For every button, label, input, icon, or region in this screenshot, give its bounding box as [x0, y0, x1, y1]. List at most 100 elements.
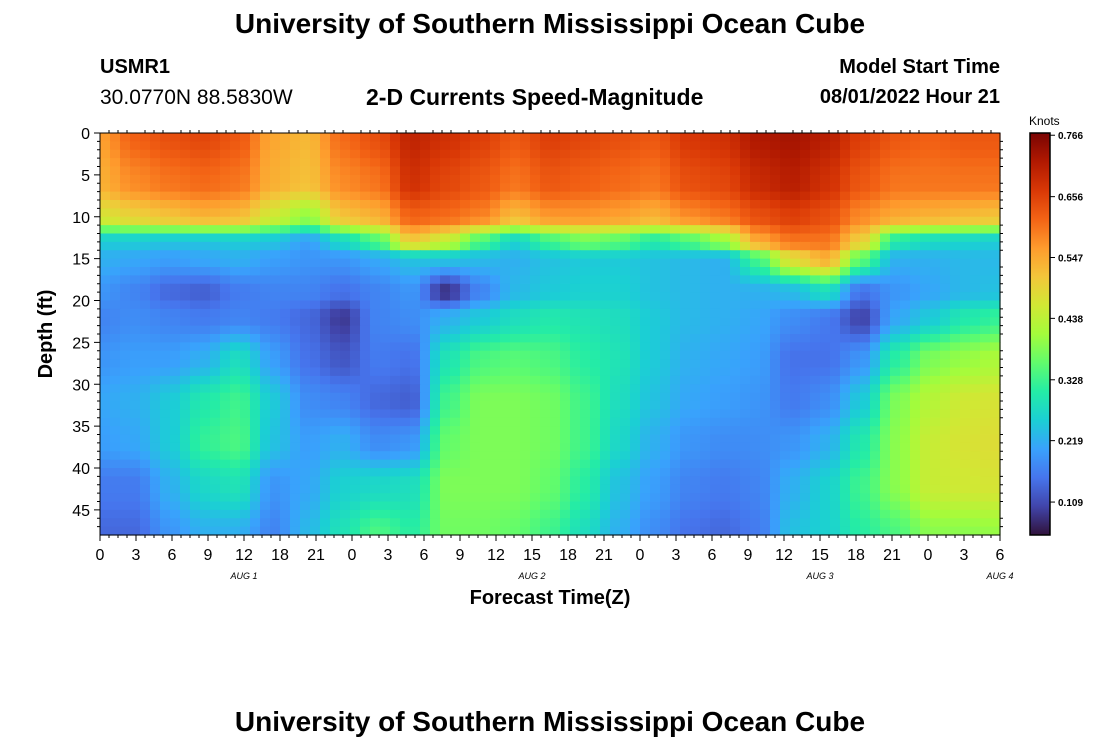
heatmap-cell	[390, 526, 401, 536]
heatmap-cell	[110, 292, 121, 302]
heatmap-cell	[450, 308, 461, 318]
heatmap-cell	[510, 501, 521, 511]
heatmap-cell	[680, 459, 691, 469]
heatmap-cell	[900, 308, 911, 318]
heatmap-cell	[370, 417, 381, 427]
heatmap-cell	[270, 216, 281, 226]
heatmap-cell	[480, 526, 491, 536]
heatmap-cell	[430, 509, 441, 519]
heatmap-cell	[540, 409, 551, 419]
heatmap-cell	[120, 267, 131, 276]
heatmap-cell	[770, 501, 781, 511]
heatmap-cell	[120, 367, 131, 377]
heatmap-cell	[710, 133, 721, 142]
heatmap-cell	[100, 325, 111, 335]
heatmap-cell	[890, 451, 901, 461]
heatmap-cell	[480, 426, 491, 436]
heatmap-cell	[690, 233, 701, 243]
heatmap-cell	[400, 434, 411, 444]
heatmap-cell	[400, 317, 411, 327]
heatmap-cell	[480, 300, 491, 310]
heatmap-cell	[280, 233, 291, 243]
heatmap-cell	[810, 200, 821, 209]
heatmap-cell	[240, 225, 251, 235]
heatmap-cell	[430, 191, 441, 201]
heatmap-cell	[440, 476, 451, 486]
heatmap-cell	[140, 493, 151, 503]
heatmap-cell	[970, 459, 981, 469]
heatmap-cell	[640, 417, 651, 427]
heatmap-cell	[850, 384, 861, 394]
heatmap-cell	[560, 484, 571, 494]
heatmap-cell	[960, 526, 971, 536]
heatmap-cell	[390, 442, 401, 452]
heatmap-cell	[930, 359, 941, 369]
heatmap-cell	[540, 476, 551, 486]
heatmap-cell	[860, 334, 871, 343]
heatmap-cell	[220, 417, 231, 427]
heatmap-cell	[630, 241, 641, 251]
heatmap-cell	[460, 334, 471, 343]
heatmap-cell	[400, 275, 411, 285]
heatmap-cell	[970, 275, 981, 285]
heatmap-cell	[570, 518, 581, 528]
heatmap-cell	[480, 200, 491, 209]
heatmap-cell	[210, 518, 221, 528]
heatmap-cell	[940, 141, 951, 151]
heatmap-cell	[200, 417, 211, 427]
heatmap-cell	[370, 392, 381, 402]
heatmap-cell	[650, 133, 661, 142]
heatmap-cell	[230, 141, 241, 151]
heatmap-cell	[510, 225, 521, 235]
heatmap-cell	[140, 401, 151, 410]
heatmap-cell	[130, 250, 141, 260]
heatmap-cell	[770, 526, 781, 536]
heatmap-cell	[880, 325, 891, 335]
heatmap-cell	[840, 325, 851, 335]
heatmap-cell	[840, 342, 851, 352]
heatmap-cell	[840, 442, 851, 452]
heatmap-cell	[660, 183, 671, 193]
heatmap-cell	[330, 392, 341, 402]
heatmap-cell	[670, 250, 681, 260]
heatmap-cell	[700, 509, 711, 519]
heatmap-cell	[870, 434, 881, 444]
heatmap-cell	[510, 317, 521, 327]
heatmap-cell	[550, 501, 561, 511]
heatmap-cell	[760, 250, 771, 260]
heatmap-cell	[610, 283, 621, 293]
heatmap-cell	[100, 375, 111, 385]
heatmap-cell	[150, 258, 161, 268]
heatmap-cell	[780, 292, 791, 302]
heatmap-cell	[570, 526, 581, 536]
heatmap-cell	[890, 141, 901, 151]
heatmap-cell	[400, 208, 411, 218]
heatmap-cell	[480, 384, 491, 394]
heatmap-cell	[890, 342, 901, 352]
heatmap-cell	[550, 183, 561, 193]
heatmap-cell	[590, 401, 601, 410]
heatmap-cell	[760, 325, 771, 335]
heatmap-cell	[440, 233, 451, 243]
heatmap-cell	[950, 300, 961, 310]
heatmap-cell	[830, 133, 841, 142]
heatmap-cell	[630, 501, 641, 511]
heatmap-cell	[250, 250, 261, 260]
heatmap-cell	[570, 208, 581, 218]
heatmap-cell	[740, 283, 751, 293]
heatmap-cell	[660, 401, 671, 410]
heatmap-cell	[360, 392, 371, 402]
heatmap-cell	[600, 476, 611, 486]
heatmap-cell	[800, 216, 811, 226]
heatmap-cell	[210, 367, 221, 377]
heatmap-cell	[830, 426, 841, 436]
heatmap-cell	[910, 158, 921, 168]
heatmap-cell	[260, 384, 271, 394]
heatmap-cell	[790, 233, 801, 243]
heatmap-cell	[650, 501, 661, 511]
heatmap-cell	[340, 342, 351, 352]
heatmap-cell	[500, 200, 511, 209]
heatmap-cell	[610, 342, 621, 352]
heatmap-cell	[660, 526, 671, 536]
heatmap-cell	[920, 493, 931, 503]
